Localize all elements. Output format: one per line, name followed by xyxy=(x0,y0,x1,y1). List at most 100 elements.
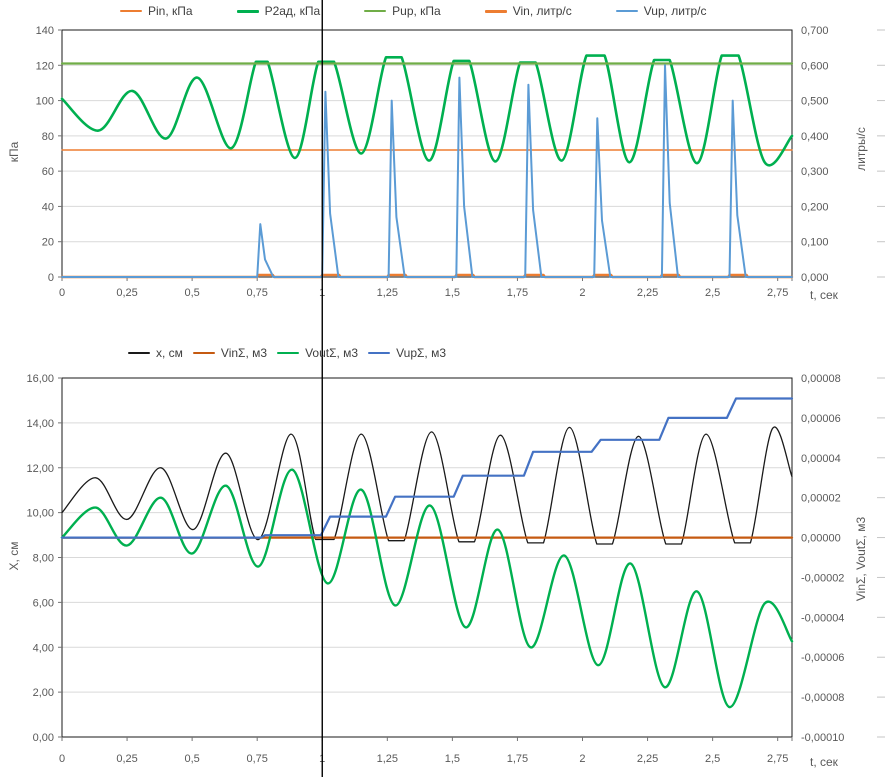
legend-label: Vup, литр/с xyxy=(643,4,707,18)
legend-marker-line xyxy=(364,9,387,13)
y-left-tick-label: 8,00 xyxy=(33,553,54,565)
plot-border xyxy=(61,29,793,278)
legend-marker-line xyxy=(120,10,142,12)
legend-item: P2ад, кПа xyxy=(236,4,321,18)
y-right-tick-label: 0,00002 xyxy=(801,493,841,505)
bottom-chart-legend: x, см VinΣ, м3 VoutΣ, м3 VupΣ, м3 xyxy=(128,346,446,360)
y-right-tick-label: -0,00010 xyxy=(801,732,844,744)
y-left-tick-label: 12,00 xyxy=(26,463,54,475)
legend-label: x, см xyxy=(156,346,183,360)
x-axis-tick-label: 0,25 xyxy=(116,753,137,765)
y-left-tick-label: 80 xyxy=(42,131,54,143)
x-axis-tick-label: 0,25 xyxy=(116,287,137,299)
y-left-tick-label: 40 xyxy=(42,201,54,213)
y-right-tick-label: 0,300 xyxy=(801,166,829,178)
y-left-tick-label: 10,00 xyxy=(26,508,54,520)
legend-marker-line xyxy=(277,351,300,355)
legend-item: VinΣ, м3 xyxy=(192,346,268,360)
y-right-tick-label: 0,00004 xyxy=(801,453,841,465)
legend-label: VupΣ, м3 xyxy=(396,346,447,360)
bottom-left-axis-title: X, см xyxy=(7,541,21,571)
legend-item: Vin, литр/с xyxy=(484,4,572,18)
x-axis-tick-label: 0,5 xyxy=(184,287,199,299)
y-right-tick-label: 0,00000 xyxy=(801,533,841,545)
y-left-tick-label: 100 xyxy=(36,96,54,108)
x-axis-tick-label: 0 xyxy=(59,753,65,765)
series-vout-3 xyxy=(60,468,794,709)
x-axis-tick-label: 2,25 xyxy=(637,287,658,299)
legend-label: VoutΣ, м3 xyxy=(305,346,359,360)
top-right-axis-title: литры/с xyxy=(854,127,868,171)
y-left-tick-label: 14,00 xyxy=(26,418,54,430)
legend-label: Vin, литр/с xyxy=(512,4,572,18)
x-axis-tick-label: 2,5 xyxy=(705,753,720,765)
y-right-tick-label: -0,00004 xyxy=(801,612,844,624)
legend-item: Vup, литр/с xyxy=(615,4,707,18)
y-right-tick-label: -0,00006 xyxy=(801,652,844,664)
y-right-tick-label: 0,00006 xyxy=(801,413,841,425)
y-right-tick-label: 0,400 xyxy=(801,131,829,143)
y-left-tick-label: 2,00 xyxy=(33,687,54,699)
y-left-tick-label: 0 xyxy=(48,272,54,284)
legend-marker-line xyxy=(368,351,391,355)
y-left-tick-label: 0,00 xyxy=(33,732,54,744)
x-axis-tick-label: 0,75 xyxy=(246,753,267,765)
legend-item: VupΣ, м3 xyxy=(368,346,446,360)
top-left-axis-title: кПа xyxy=(7,141,21,163)
y-right-tick-label: 0,100 xyxy=(801,237,829,249)
x-axis-tick-label: 2 xyxy=(579,753,585,765)
x-axis-tick-label: 1,75 xyxy=(507,287,528,299)
x-axis-tick-label: 1,25 xyxy=(377,753,398,765)
y-left-tick-label: 16,00 xyxy=(26,373,54,385)
x-axis-tick-label: 0 xyxy=(59,287,65,299)
top-chart-legend: Pin, кПа P2ад, кПа Pup, кПа Vin, литр/с Vup,… xyxy=(120,4,707,18)
legend-marker-line xyxy=(192,351,215,355)
legend-item: x, см xyxy=(128,346,183,360)
legend-marker-line xyxy=(236,9,259,13)
bottom-x-axis-title: t, сек xyxy=(810,755,838,769)
legend-item: Pup, кПа xyxy=(364,4,441,18)
y-left-tick-label: 140 xyxy=(36,25,54,37)
x-axis-tick-label: 1,25 xyxy=(377,287,398,299)
y-left-tick-label: 120 xyxy=(36,60,54,72)
bottom-right-axis-title: VinΣ, VoutΣ, м3 xyxy=(854,516,868,602)
legend-item: VoutΣ, м3 xyxy=(277,346,358,360)
y-right-tick-label: 0,200 xyxy=(801,201,829,213)
legend-label: Pin, кПа xyxy=(148,4,193,18)
x-axis-tick-label: 1,75 xyxy=(507,753,528,765)
y-right-tick-label: 0,700 xyxy=(801,25,829,37)
y-left-tick-label: 20 xyxy=(42,237,54,249)
series-vup- xyxy=(61,64,793,278)
x-axis-tick-label: 2 xyxy=(579,287,585,299)
legend-marker-line xyxy=(484,9,507,13)
y-right-tick-label: 0,00008 xyxy=(801,373,841,385)
y-right-tick-label: -0,00002 xyxy=(801,572,844,584)
legend-label: P2ад, кПа xyxy=(264,4,321,18)
top-x-axis-title: t, сек xyxy=(810,288,838,302)
y-right-tick-label: 0,000 xyxy=(801,272,829,284)
x-axis-tick-label: 1,5 xyxy=(445,287,460,299)
y-left-tick-label: 4,00 xyxy=(33,642,54,654)
y-left-tick-label: 60 xyxy=(42,166,54,178)
y-right-tick-label: 0,600 xyxy=(801,60,829,72)
x-axis-tick-label: 2,75 xyxy=(767,753,788,765)
series-x- xyxy=(61,426,793,545)
legend-item: Pin, кПа xyxy=(120,4,193,18)
y-left-tick-label: 6,00 xyxy=(33,597,54,609)
x-axis-tick-label: 1,5 xyxy=(445,753,460,765)
legend-label: Pup, кПа xyxy=(392,4,441,18)
series-vup-3 xyxy=(60,397,794,539)
x-axis-tick-label: 2,75 xyxy=(767,287,788,299)
x-axis-tick-label: 2,5 xyxy=(705,287,720,299)
x-axis-tick-label: 0,5 xyxy=(184,753,199,765)
legend-marker-line xyxy=(128,352,150,354)
y-right-tick-label: 0,500 xyxy=(801,96,829,108)
x-axis-tick-label: 0,75 xyxy=(246,287,267,299)
legend-label: VinΣ, м3 xyxy=(220,346,268,360)
y-right-tick-label: -0,00008 xyxy=(801,692,844,704)
x-axis-tick-label: 2,25 xyxy=(637,753,658,765)
series-p2- xyxy=(60,54,794,167)
legend-marker-line xyxy=(615,9,638,13)
